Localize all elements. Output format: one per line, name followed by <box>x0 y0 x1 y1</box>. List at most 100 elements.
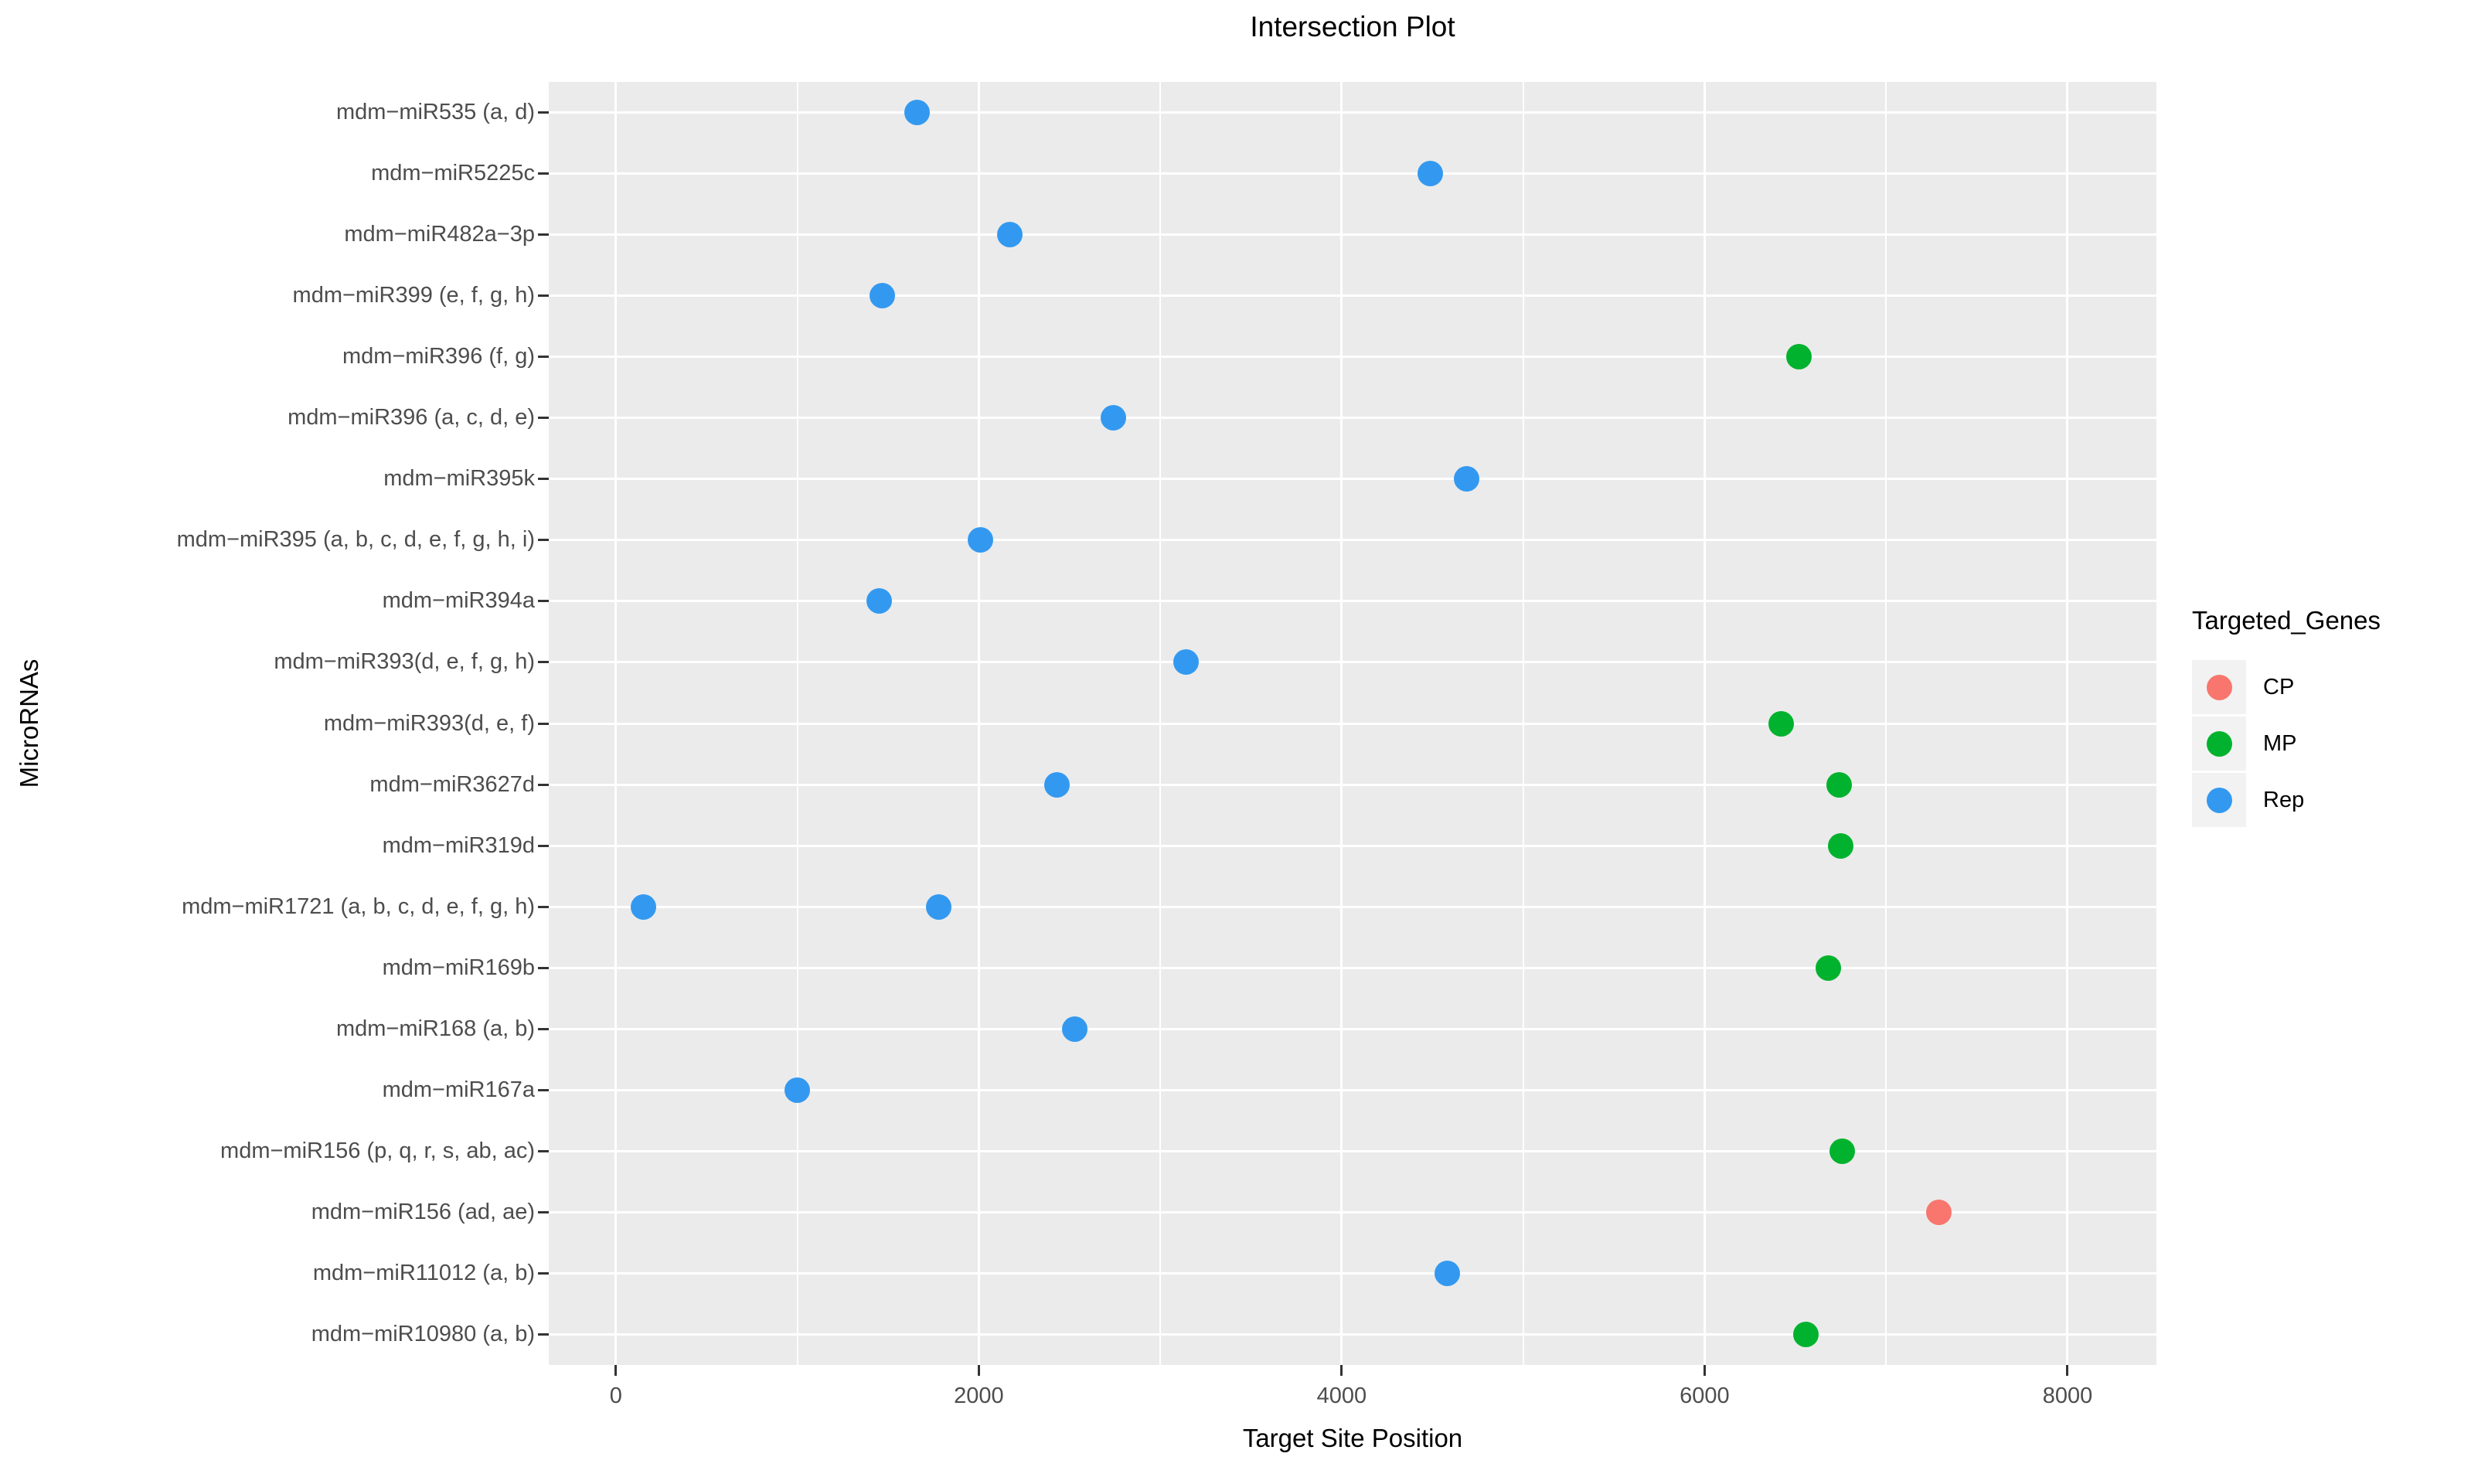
y-tick-mark <box>538 600 549 603</box>
y-tick-label: mdm−miR395 (a, b, c, d, e, f, g, h, i) <box>176 527 535 553</box>
y-tick-mark <box>538 905 549 908</box>
data-point-mp <box>1815 955 1841 981</box>
y-tick-mark <box>538 1210 549 1213</box>
data-point-rep <box>1454 466 1480 492</box>
y-tick-label: mdm−miR396 (f, g) <box>342 344 535 369</box>
gridline-row <box>549 356 2156 359</box>
y-axis-title: MicroRNAs <box>15 659 43 788</box>
x-tick-label: 2000 <box>954 1384 1004 1408</box>
y-tick-label: mdm−miR156 (ad, ae) <box>311 1199 535 1224</box>
legend-key <box>2192 660 2246 714</box>
y-tick-label: mdm−miR168 (a, b) <box>335 1016 535 1041</box>
gridline-row <box>549 783 2156 786</box>
data-point-rep <box>630 893 656 920</box>
x-tick-mark <box>614 1365 618 1376</box>
gridline-row <box>549 1027 2156 1030</box>
y-tick-mark <box>538 172 549 175</box>
y-tick-label: mdm−miR393(d, e, f) <box>323 710 535 736</box>
legend-key <box>2192 773 2246 827</box>
x-tick-label: 0 <box>609 1384 622 1408</box>
data-point-rep <box>968 527 994 553</box>
gridline-row <box>549 478 2156 481</box>
y-tick-label: mdm−miR167a <box>382 1077 535 1102</box>
y-tick-mark <box>538 783 549 786</box>
y-tick-mark <box>538 1088 549 1091</box>
legend-label: CP <box>2263 674 2295 699</box>
y-tick-label: mdm−miR482a−3p <box>344 222 535 247</box>
data-point-rep <box>1043 771 1070 798</box>
y-tick-mark <box>538 478 549 481</box>
y-tick-mark <box>538 539 549 542</box>
data-point-rep <box>1434 1260 1460 1286</box>
gridline-row <box>549 417 2156 420</box>
data-point-mp <box>1829 1138 1856 1164</box>
y-tick-label: mdm−miR399 (e, f, g, h) <box>292 283 535 308</box>
data-point-mp <box>1826 771 1852 798</box>
gridline-row <box>549 172 2156 175</box>
legend-label: Rep <box>2263 787 2305 812</box>
y-tick-label: mdm−miR394a <box>382 588 535 614</box>
gridline-row <box>549 294 2156 298</box>
y-tick-mark <box>538 722 549 725</box>
x-tick-label: 6000 <box>1680 1384 1730 1408</box>
gridline-row <box>549 966 2156 969</box>
data-point-mp <box>1786 344 1812 370</box>
plot-panel <box>549 82 2156 1365</box>
gridline-row <box>549 1210 2156 1213</box>
legend-swatch-rep-icon <box>2206 787 2232 813</box>
data-point-rep <box>785 1077 811 1103</box>
y-tick-mark <box>538 1333 549 1336</box>
y-tick-label: mdm−miR396 (a, c, d, e) <box>288 405 535 431</box>
data-point-cp <box>1925 1199 1952 1225</box>
y-tick-label: mdm−miR3627d <box>369 771 535 797</box>
data-point-rep <box>926 893 952 920</box>
data-point-rep <box>904 100 931 126</box>
legend-swatch-mp-icon <box>2206 730 2232 757</box>
data-point-rep <box>1418 161 1444 187</box>
x-tick-mark <box>1340 1365 1343 1376</box>
data-point-rep <box>870 283 896 309</box>
legend-item-rep: Rep <box>2192 773 2381 827</box>
y-tick-label: mdm−miR10980 (a, b) <box>311 1321 535 1346</box>
data-point-rep <box>996 222 1023 248</box>
y-tick-label: mdm−miR393(d, e, f, g, h) <box>274 649 535 675</box>
gridline-row <box>549 1333 2156 1336</box>
x-tick-mark <box>2066 1365 2069 1376</box>
x-tick-label: 8000 <box>2042 1384 2093 1408</box>
gridline-row <box>549 1088 2156 1091</box>
y-tick-label: mdm−miR5225c <box>371 161 535 186</box>
legend-title: Targeted_Genes <box>2192 606 2381 635</box>
legend-item-mp: MP <box>2192 716 2381 771</box>
gridline-row <box>549 1149 2156 1152</box>
gridline-row <box>549 111 2156 114</box>
gridline-row <box>549 722 2156 725</box>
y-tick-label: mdm−miR156 (p, q, r, s, ab, ac) <box>220 1138 535 1163</box>
y-tick-mark <box>538 111 549 114</box>
y-tick-mark <box>538 294 549 298</box>
y-tick-label: mdm−miR395k <box>383 466 535 492</box>
plot-title: Intersection Plot <box>1250 11 1455 43</box>
y-tick-label: mdm−miR319d <box>382 832 535 858</box>
y-tick-label: mdm−miR535 (a, d) <box>335 100 535 125</box>
legend-item-cp: CP <box>2192 660 2381 714</box>
x-tick-mark <box>977 1365 980 1376</box>
x-tick-label: 4000 <box>1316 1384 1367 1408</box>
x-tick-mark <box>1703 1365 1706 1376</box>
legend-key <box>2192 716 2246 771</box>
y-tick-label: mdm−miR1721 (a, b, c, d, e, f, g, h) <box>182 893 535 919</box>
gridline-row <box>549 1271 2156 1275</box>
y-tick-label: mdm−miR11012 (a, b) <box>312 1260 535 1285</box>
data-point-mp <box>1768 710 1794 737</box>
y-tick-mark <box>538 1027 549 1030</box>
y-tick-label: mdm−miR169b <box>382 955 535 980</box>
y-tick-mark <box>538 417 549 420</box>
legend: Targeted_Genes CP MP Rep <box>2192 606 2381 829</box>
y-tick-mark <box>538 356 549 359</box>
legend-items: CP MP Rep <box>2192 660 2381 827</box>
legend-label: MP <box>2263 730 2297 756</box>
gridline-row <box>549 661 2156 664</box>
data-point-mp <box>1828 832 1853 859</box>
gridline-row <box>549 905 2156 908</box>
y-tick-mark <box>538 844 549 847</box>
